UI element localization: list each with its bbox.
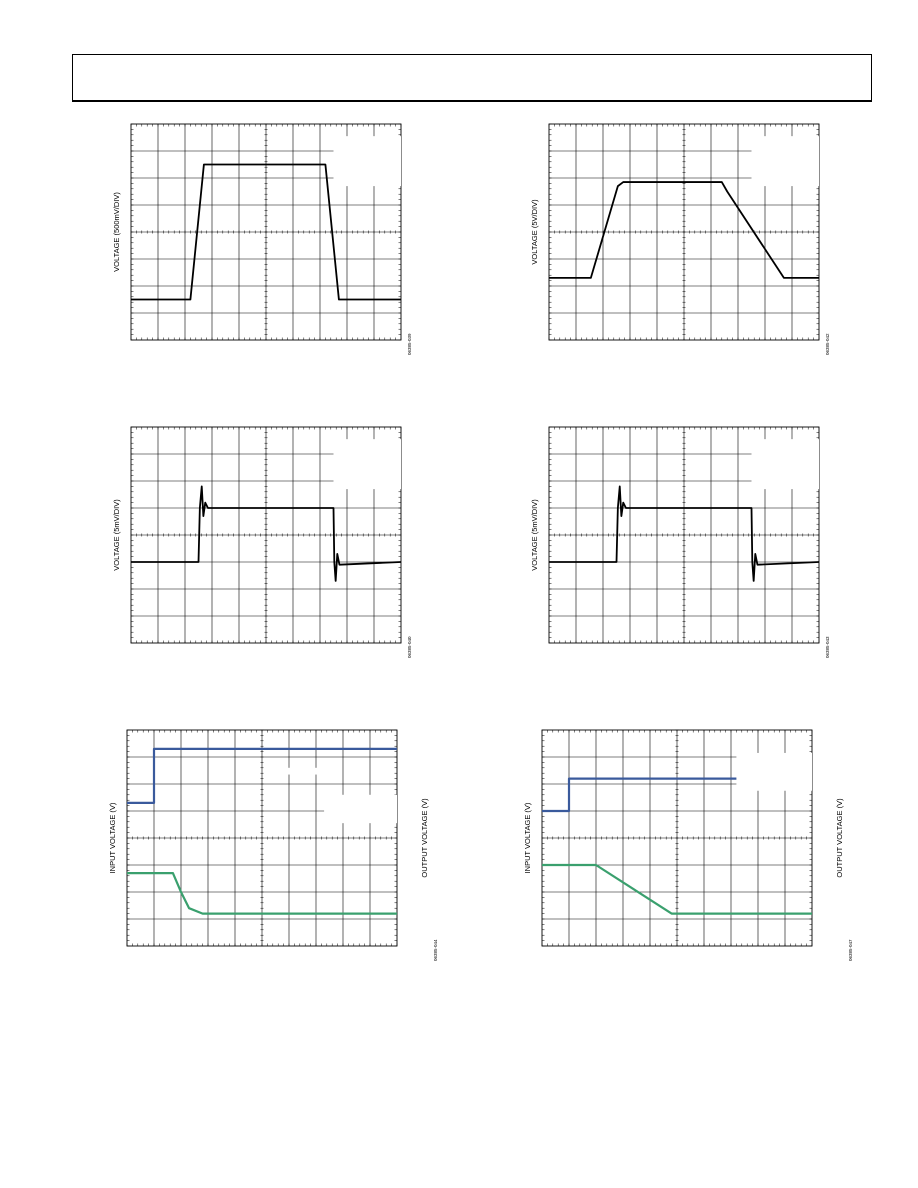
series-line — [127, 747, 397, 805]
figure-id: 06385-040 — [407, 636, 412, 658]
series-line — [549, 181, 819, 279]
figure-id: 06385-042 — [825, 333, 830, 355]
plot-frame — [548, 426, 820, 644]
series-line — [542, 863, 812, 915]
y-axis-label-right: OUTPUT VOLTAGE (V) — [420, 798, 429, 878]
plot-frame — [126, 729, 398, 947]
annotation-box — [286, 767, 321, 775]
y-axis-label: INPUT VOLTAGE (V) — [523, 802, 532, 873]
annotation-box — [333, 136, 401, 187]
series-line — [549, 485, 820, 582]
scope-chart-4: VOLTAGE (5mV/DIV) 06385-043 — [530, 426, 830, 658]
plot-area — [126, 729, 398, 947]
y-axis-label: VOLTAGE (500mV/DIV) — [112, 192, 121, 272]
scope-chart-5: INPUT VOLTAGE (V) OUTPUT VOLTAGE (V) 06385… — [108, 729, 438, 961]
plot-frame — [130, 426, 402, 644]
plot-frame — [130, 123, 402, 341]
plot-frame — [548, 123, 820, 341]
plot-area — [548, 426, 820, 644]
annotation-box — [751, 136, 819, 187]
plot-area — [548, 123, 820, 341]
figure-id: 06385-043 — [825, 636, 830, 658]
annotation-box — [324, 794, 397, 824]
series-line — [131, 163, 401, 301]
annotation-box — [736, 752, 812, 791]
scope-chart-2: VOLTAGE (5V/DIV) 06385-042 — [530, 123, 830, 355]
series-line — [131, 485, 402, 582]
y-axis-label: VOLTAGE (5V/DIV) — [530, 199, 539, 265]
y-axis-label: VOLTAGE (5mV/DIV) — [112, 499, 121, 571]
series-line — [542, 777, 812, 813]
page-header-box — [72, 54, 872, 102]
annotation-box — [333, 439, 401, 490]
scope-chart-6: INPUT VOLTAGE (V) OUTPUT VOLTAGE (V) 06385… — [523, 729, 853, 961]
scope-chart-1: VOLTAGE (500mV/DIV) 06385-039 — [112, 123, 412, 355]
y-axis-label-right: OUTPUT VOLTAGE (V) — [835, 798, 844, 878]
series-line — [127, 872, 397, 915]
plot-area — [130, 123, 402, 341]
scope-chart-3: VOLTAGE (5mV/DIV) 06385-040 — [112, 426, 412, 658]
plot-area — [130, 426, 402, 644]
annotation-box — [751, 439, 819, 490]
plot-frame — [541, 729, 813, 947]
y-axis-label: VOLTAGE (5mV/DIV) — [530, 499, 539, 571]
figure-id: 06385-044 — [433, 939, 438, 961]
plot-area — [541, 729, 813, 947]
figure-id: 06385-047 — [848, 939, 853, 961]
y-axis-label: INPUT VOLTAGE (V) — [108, 802, 117, 873]
figure-id: 06385-039 — [407, 333, 412, 355]
